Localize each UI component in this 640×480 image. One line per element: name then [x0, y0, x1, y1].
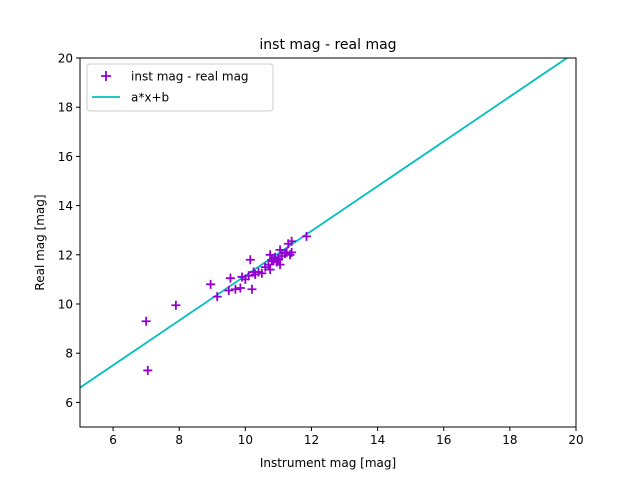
data-point: [212, 292, 222, 302]
points-layer: [141, 231, 312, 375]
data-point: [275, 260, 285, 270]
data-point: [287, 236, 297, 246]
x-tick-label: 14: [370, 433, 385, 447]
y-axis-ticks: 6 8 10 12 14 16 18 20: [58, 52, 80, 410]
data-point: [265, 265, 275, 275]
y-tick-label: 8: [65, 347, 73, 361]
x-axis-label: Instrument mag [mag]: [260, 456, 396, 470]
legend-frame: [86, 63, 274, 112]
legend-scatter-label: inst mag - real mag: [131, 70, 249, 84]
data-point: [245, 255, 255, 265]
y-tick-label: 12: [58, 248, 73, 262]
y-tick-label: 6: [65, 396, 73, 410]
y-axis-label: Real mag [mag]: [33, 194, 47, 290]
line-layer: [80, 58, 569, 389]
x-tick-label: 8: [175, 433, 183, 447]
data-point: [206, 279, 216, 289]
data-point: [275, 245, 285, 255]
legend-line-label: a*x+b: [131, 91, 169, 105]
x-tick-label: 6: [109, 433, 117, 447]
data-point: [257, 268, 267, 278]
data-point: [171, 300, 181, 310]
plot-frame: [79, 57, 577, 428]
x-tick-label: 20: [568, 433, 583, 447]
data-point: [263, 260, 273, 270]
data-point: [247, 284, 257, 294]
data-point: [224, 285, 234, 295]
x-tick-label: 16: [436, 433, 451, 447]
y-tick-label: 16: [58, 150, 73, 164]
x-tick-label: 12: [304, 433, 319, 447]
x-axis-ticks: 6 8 10 12 14 16 18 20: [109, 427, 584, 447]
data-point: [230, 284, 240, 294]
x-tick-label: 18: [502, 433, 517, 447]
y-tick-label: 20: [58, 52, 73, 66]
chart-title: inst mag - real mag: [259, 37, 396, 53]
fit-line: [80, 58, 569, 389]
data-point: [225, 273, 235, 283]
y-tick-label: 10: [58, 298, 73, 312]
data-point: [280, 249, 290, 259]
y-tick-label: 18: [58, 101, 73, 115]
y-tick-label: 14: [58, 199, 73, 213]
data-point: [235, 283, 245, 293]
legend: inst mag - real mag a*x+b: [86, 63, 274, 112]
data-point: [287, 247, 297, 257]
data-point: [302, 231, 312, 241]
data-point: [244, 271, 254, 281]
data-point: [265, 250, 275, 260]
data-point: [141, 316, 151, 326]
x-tick-label: 10: [238, 433, 253, 447]
legend-scatter-marker: [101, 71, 111, 81]
data-point: [143, 365, 153, 375]
